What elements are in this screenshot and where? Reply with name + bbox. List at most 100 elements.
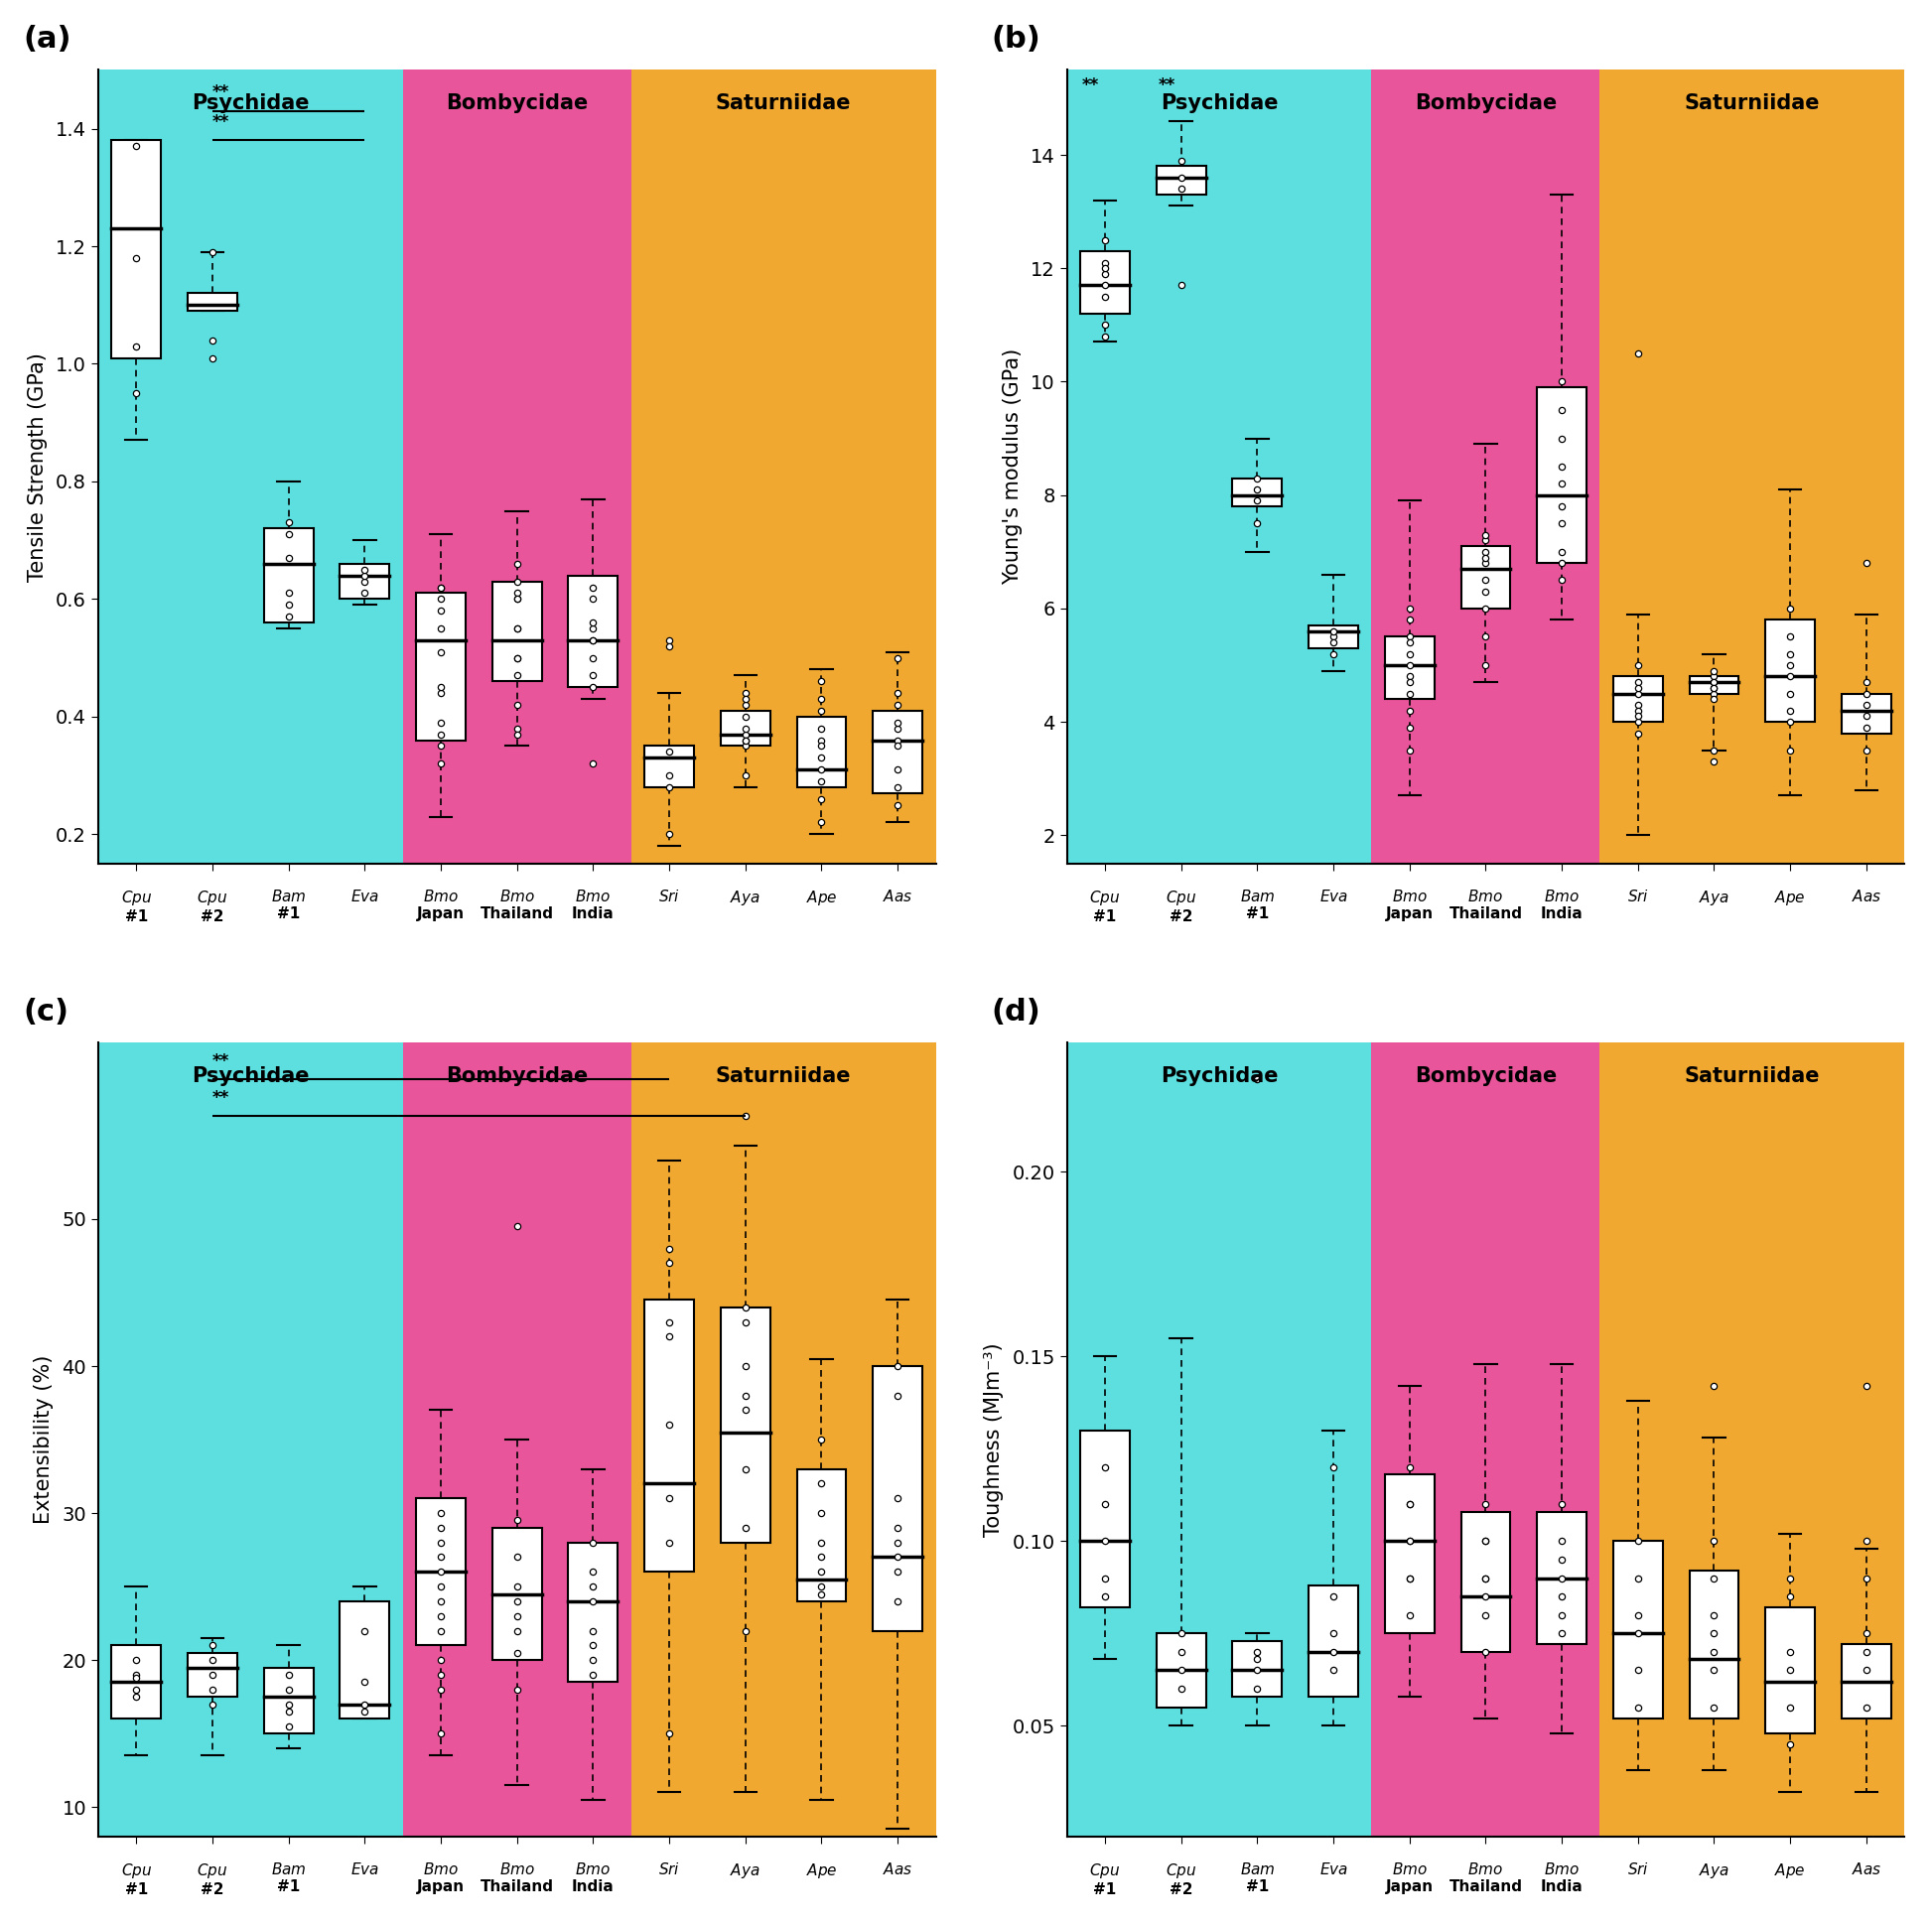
Text: $\it{Sri}$: $\it{Sri}$ bbox=[659, 1861, 680, 1877]
Bar bbox=[632, 69, 935, 864]
Bar bbox=[1689, 676, 1739, 693]
Text: $\it{Cpu}$
#2: $\it{Cpu}$ #2 bbox=[197, 1861, 228, 1898]
Text: $\it{Eva}$: $\it{Eva}$ bbox=[1320, 1861, 1349, 1877]
Text: $\it{Bmo}$
Thailand: $\it{Bmo}$ Thailand bbox=[1449, 1861, 1522, 1894]
Text: $\it{Bmo}$
Japan: $\it{Bmo}$ Japan bbox=[417, 1861, 466, 1894]
Bar bbox=[1600, 69, 1905, 864]
Text: $\it{Aya}$: $\it{Aya}$ bbox=[730, 889, 761, 907]
Text: $\it{Ape}$: $\it{Ape}$ bbox=[1774, 1861, 1806, 1881]
Text: $\it{Eva}$: $\it{Eva}$ bbox=[350, 1861, 379, 1877]
Text: $\it{Bmo}$
Thailand: $\it{Bmo}$ Thailand bbox=[481, 1861, 554, 1894]
Text: $\it{Bmo}$
Japan: $\it{Bmo}$ Japan bbox=[1385, 889, 1434, 922]
Text: $\it{Cpu}$
#2: $\it{Cpu}$ #2 bbox=[197, 889, 228, 924]
Bar bbox=[1385, 637, 1434, 699]
Bar bbox=[1157, 166, 1206, 194]
Text: $\it{Sri}$: $\it{Sri}$ bbox=[1627, 889, 1648, 905]
Text: $\it{Ape}$: $\it{Ape}$ bbox=[806, 1861, 837, 1881]
Text: Saturniidae: Saturniidae bbox=[1685, 94, 1820, 114]
Text: $\it{Cpu}$
#1: $\it{Cpu}$ #1 bbox=[120, 1861, 153, 1898]
Y-axis label: Young's modulus (GPa): Young's modulus (GPa) bbox=[1003, 348, 1022, 585]
Bar bbox=[99, 1043, 402, 1836]
Bar bbox=[493, 581, 541, 681]
Text: **: ** bbox=[213, 1053, 230, 1070]
Text: $\it{Cpu}$
#1: $\it{Cpu}$ #1 bbox=[1090, 1861, 1121, 1898]
Text: $\it{Cpu}$
#1: $\it{Cpu}$ #1 bbox=[1090, 889, 1121, 924]
Text: Bombycidae: Bombycidae bbox=[1414, 1066, 1557, 1086]
Text: **: ** bbox=[213, 1090, 230, 1107]
Text: $\it{Bmo}$
Thailand: $\it{Bmo}$ Thailand bbox=[481, 889, 554, 922]
Text: $\it{Aas}$: $\it{Aas}$ bbox=[883, 889, 912, 905]
Text: **: ** bbox=[1082, 77, 1099, 94]
Text: $\it{Bam}$
#1: $\it{Bam}$ #1 bbox=[1240, 889, 1275, 922]
Text: $\it{Sri}$: $\it{Sri}$ bbox=[659, 889, 680, 905]
Text: Bombycidae: Bombycidae bbox=[446, 1066, 587, 1086]
Bar bbox=[1538, 1511, 1586, 1644]
Bar bbox=[99, 69, 402, 864]
Bar bbox=[112, 1646, 160, 1719]
Text: $\it{Bmo}$
India: $\it{Bmo}$ India bbox=[572, 889, 614, 922]
Text: Psychidae: Psychidae bbox=[1161, 94, 1277, 114]
Text: $\it{Bmo}$
Japan: $\it{Bmo}$ Japan bbox=[417, 889, 466, 922]
Bar bbox=[1613, 676, 1663, 722]
Bar bbox=[1372, 1043, 1600, 1836]
Bar bbox=[265, 1667, 313, 1734]
Bar bbox=[1080, 252, 1130, 314]
Bar bbox=[568, 1542, 618, 1682]
Bar bbox=[873, 1367, 922, 1630]
Text: Psychidae: Psychidae bbox=[191, 1066, 309, 1086]
Text: Saturniidae: Saturniidae bbox=[715, 1066, 852, 1086]
Text: Psychidae: Psychidae bbox=[191, 94, 309, 114]
Text: $\it{Aya}$: $\it{Aya}$ bbox=[1698, 1861, 1729, 1881]
Text: $\it{Cpu}$
#2: $\it{Cpu}$ #2 bbox=[1165, 1861, 1196, 1898]
Bar bbox=[415, 1498, 466, 1646]
Bar bbox=[645, 1299, 694, 1573]
Text: (d): (d) bbox=[991, 997, 1041, 1026]
Text: $\it{Aya}$: $\it{Aya}$ bbox=[1698, 889, 1729, 907]
Bar bbox=[568, 576, 618, 687]
Bar bbox=[340, 564, 390, 599]
Bar bbox=[265, 529, 313, 622]
Text: **: ** bbox=[213, 114, 230, 131]
Y-axis label: Extensibility (%): Extensibility (%) bbox=[33, 1355, 54, 1525]
Text: $\it{Sri}$: $\it{Sri}$ bbox=[1627, 1861, 1648, 1877]
Text: $\it{Cpu}$
#2: $\it{Cpu}$ #2 bbox=[1165, 889, 1196, 924]
Text: Psychidae: Psychidae bbox=[1161, 1066, 1277, 1086]
Text: $\it{Aas}$: $\it{Aas}$ bbox=[1851, 1861, 1882, 1877]
Text: Bombycidae: Bombycidae bbox=[446, 94, 587, 114]
Text: Bombycidae: Bombycidae bbox=[1414, 94, 1557, 114]
Text: **: ** bbox=[1159, 77, 1175, 94]
Text: $\it{Cpu}$
#1: $\it{Cpu}$ #1 bbox=[120, 889, 153, 924]
Text: $\it{Bam}$
#1: $\it{Bam}$ #1 bbox=[1240, 1861, 1275, 1894]
Text: $\it{Eva}$: $\it{Eva}$ bbox=[1320, 889, 1349, 905]
Text: $\it{Aas}$: $\it{Aas}$ bbox=[883, 1861, 912, 1877]
Bar bbox=[493, 1528, 541, 1659]
Text: **: ** bbox=[213, 83, 230, 102]
Bar bbox=[415, 593, 466, 739]
Bar bbox=[1461, 1511, 1511, 1652]
Bar bbox=[1066, 1043, 1372, 1836]
Bar bbox=[187, 1654, 238, 1696]
Text: Saturniidae: Saturniidae bbox=[1685, 1066, 1820, 1086]
Bar bbox=[1385, 1475, 1434, 1634]
Bar bbox=[632, 1043, 935, 1836]
Text: (c): (c) bbox=[23, 997, 68, 1026]
Bar bbox=[721, 710, 771, 747]
Bar bbox=[1766, 620, 1814, 722]
Text: Saturniidae: Saturniidae bbox=[715, 94, 852, 114]
Text: $\it{Bmo}$
Thailand: $\it{Bmo}$ Thailand bbox=[1449, 889, 1522, 922]
Bar bbox=[721, 1307, 771, 1542]
Y-axis label: Toughness (MJm⁻³): Toughness (MJm⁻³) bbox=[983, 1342, 1005, 1536]
Bar bbox=[402, 1043, 632, 1836]
Bar bbox=[1600, 1043, 1905, 1836]
Text: $\it{Aya}$: $\it{Aya}$ bbox=[730, 1861, 761, 1881]
Bar bbox=[1766, 1607, 1814, 1732]
Bar bbox=[1080, 1430, 1130, 1607]
Bar bbox=[1308, 1586, 1358, 1696]
Bar bbox=[1841, 1644, 1891, 1719]
Text: $\it{Aas}$: $\it{Aas}$ bbox=[1851, 889, 1882, 905]
Bar bbox=[873, 710, 922, 793]
Text: (a): (a) bbox=[23, 25, 71, 54]
Text: $\it{Bmo}$
India: $\it{Bmo}$ India bbox=[572, 1861, 614, 1894]
Bar bbox=[187, 293, 238, 312]
Bar bbox=[402, 69, 632, 864]
